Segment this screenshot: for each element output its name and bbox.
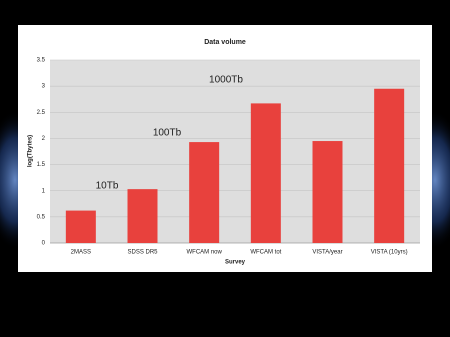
bar xyxy=(127,189,158,243)
y-tick-label: 2.5 xyxy=(37,110,46,116)
annotation: 1000Tb xyxy=(209,75,243,86)
x-tick-label: WFCAM now xyxy=(186,250,222,256)
x-tick-label: SDSS DR5 xyxy=(127,250,158,256)
x-tick-label: VISTA/year xyxy=(312,250,342,256)
annotation: 100Tb xyxy=(153,128,182,139)
y-tick-label: 0 xyxy=(42,241,46,247)
x-axis-label: Survey xyxy=(225,260,246,266)
bar xyxy=(65,210,96,243)
y-tick-label: 2 xyxy=(42,136,46,142)
plot-area xyxy=(50,60,420,243)
bar xyxy=(189,142,220,243)
x-tick-label: VISTA (10yrs) xyxy=(371,250,408,256)
y-axis-label: log(Tbytes) xyxy=(28,135,34,167)
bar xyxy=(312,141,343,243)
annotation: 10Tb xyxy=(96,181,119,192)
y-tick-label: 3 xyxy=(42,84,46,90)
y-tick-label: 1 xyxy=(42,188,46,194)
x-tick-label: WFCAM tot xyxy=(250,250,281,256)
chart-title: Data volume xyxy=(204,39,246,46)
bar xyxy=(250,103,281,243)
x-tick-label: 2MASS xyxy=(71,250,91,256)
bar xyxy=(374,88,405,243)
y-tick-label: 3.5 xyxy=(37,58,46,64)
y-tick-label: 1.5 xyxy=(37,162,46,168)
y-tick-label: 0.5 xyxy=(37,214,46,220)
